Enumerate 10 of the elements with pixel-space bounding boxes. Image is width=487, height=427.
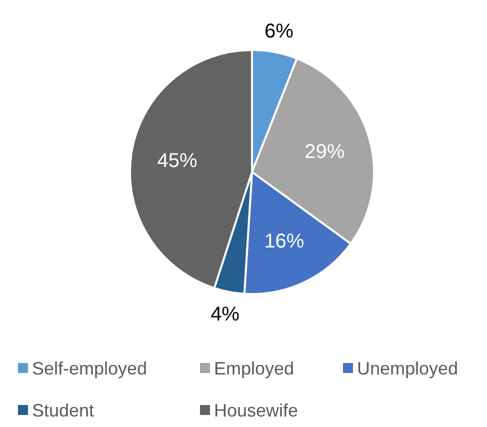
data-label: 4%	[210, 303, 240, 326]
legend-label: Employed	[214, 358, 294, 378]
data-label: 45%	[157, 150, 198, 172]
legend-label: Unemployed	[357, 358, 458, 378]
data-label: 29%	[304, 140, 345, 163]
data-label: 6%	[264, 20, 294, 43]
legend-label: Housewife	[214, 400, 298, 420]
legend-label: Student	[32, 400, 94, 420]
data-label: 16%	[264, 230, 304, 252]
legend-label: Self-employed	[32, 358, 148, 378]
